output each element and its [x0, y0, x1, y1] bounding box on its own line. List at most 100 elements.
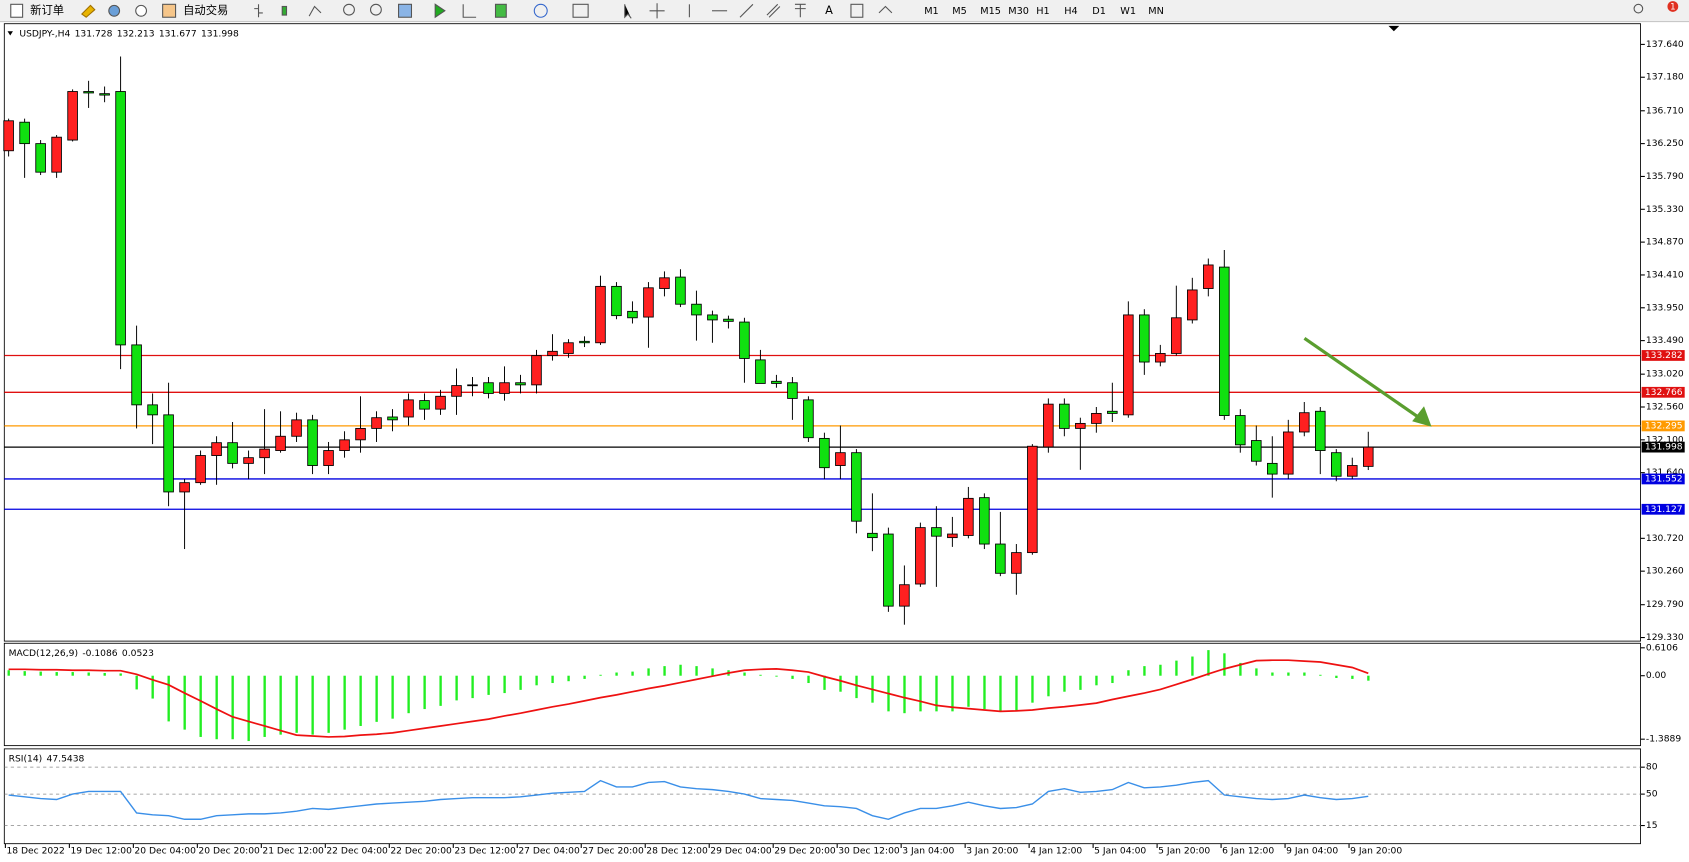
auto-trading-button[interactable]: 自动交易 [183, 3, 228, 17]
timeframe-button[interactable]: W1 [1120, 6, 1136, 17]
macd-bar [711, 668, 714, 676]
y-tick-label: 130.720 [1646, 534, 1684, 544]
price-tag [1641, 503, 1685, 515]
rsi-panel [3, 748, 1641, 845]
timeframe-button[interactable]: M15 [980, 6, 1001, 17]
icon[interactable] [398, 3, 413, 18]
candle-body [99, 93, 110, 96]
panel-header: RSI(14) 47.5438 [9, 754, 85, 764]
candle-body [403, 399, 414, 418]
auto-trading-icon[interactable] [162, 3, 177, 18]
macd-bar [55, 672, 58, 676]
macd-bar [1319, 674, 1322, 676]
search[interactable] [1633, 3, 1644, 14]
price-tag-label: 131.552 [1645, 474, 1683, 484]
new-order-button[interactable]: 新订单 [30, 3, 64, 17]
macd-bar [551, 675, 554, 684]
label-tool[interactable] [850, 3, 864, 18]
x-tick-label: 18 Dec 2022 [6, 847, 64, 857]
candle-body [723, 318, 734, 322]
arrow-tool[interactable] [878, 5, 893, 14]
header-value: 0.0523 [122, 648, 154, 658]
macd-bar [1335, 675, 1338, 678]
macd-bar [487, 675, 490, 695]
candle-body [1267, 462, 1278, 475]
timeframe-button[interactable]: H1 [1036, 6, 1049, 17]
icon[interactable] [108, 4, 121, 17]
notification-badge[interactable] [1667, 1, 1679, 12]
cursor-tool[interactable] [624, 4, 632, 19]
icon[interactable] [462, 4, 477, 18]
trendline-tool[interactable] [739, 3, 754, 18]
icon[interactable] [533, 3, 548, 18]
icon[interactable] [308, 5, 322, 17]
plot: 137.640 137.180 136.710 136.250 135.790 135.3… [3, 29, 1685, 857]
candle-body [163, 414, 174, 493]
icon[interactable] [254, 4, 263, 18]
macd-bar [167, 675, 170, 722]
macd-bar [791, 675, 794, 679]
macd-bar [567, 675, 570, 682]
header-marker [7, 31, 13, 36]
candle-body [1123, 314, 1134, 416]
toolbar-icons [10, 3, 1644, 19]
candle-body [115, 91, 126, 346]
candle-body [771, 380, 782, 384]
candle-body [35, 143, 46, 173]
macd-bar [951, 675, 954, 712]
panel-title: RSI(14) [9, 754, 43, 764]
macd-bar [1191, 656, 1194, 676]
icon[interactable] [572, 3, 589, 18]
candle-body [1043, 403, 1054, 448]
macd-bar [1207, 650, 1210, 676]
macd-bar [407, 675, 410, 714]
macd-bar [1127, 670, 1130, 676]
y-tick-label: 135.330 [1646, 205, 1684, 215]
channel-tool[interactable] [766, 3, 781, 18]
fibo-tool[interactable] [794, 3, 806, 18]
candle-body [1107, 410, 1118, 414]
icon[interactable] [81, 4, 96, 18]
price-tag-label: 132.766 [1645, 388, 1683, 398]
rsi-line [8, 779, 1369, 820]
candle-body [787, 382, 798, 399]
timeframe-button[interactable]: M5 [952, 6, 967, 17]
icon[interactable] [135, 4, 148, 17]
timeframe-button[interactable]: D1 [1092, 6, 1106, 17]
candle-body [899, 584, 910, 607]
candle-body [931, 527, 942, 537]
macd-bar [263, 675, 266, 737]
candle-body [659, 277, 670, 289]
zoom-out[interactable] [370, 3, 382, 16]
icon[interactable] [494, 3, 507, 18]
y-tick-label: 0.6106 [1646, 643, 1678, 653]
timeframe-button[interactable]: M1 [924, 6, 939, 17]
candle-body [387, 416, 398, 421]
macd-bar [1351, 675, 1354, 679]
candle-body [371, 417, 382, 429]
crosshair-tool[interactable] [649, 3, 665, 19]
zoom-in[interactable] [343, 3, 355, 16]
x-tick-label: 30 Dec 12:00 [838, 847, 900, 857]
header-value: 47.5438 [47, 754, 85, 764]
annotation-arrow [1303, 337, 1421, 420]
text-tool[interactable]: A [825, 4, 833, 17]
timeframe-button[interactable]: H4 [1064, 6, 1077, 17]
candle-body [675, 276, 686, 305]
new-order-icon[interactable] [10, 3, 24, 18]
y-tick-label: 80 [1646, 763, 1658, 773]
candle-body [275, 435, 286, 451]
macd-bar [1111, 675, 1114, 684]
icon[interactable] [281, 5, 288, 16]
macd-bar [471, 675, 474, 699]
icon[interactable] [434, 3, 446, 19]
price-tag [1641, 441, 1685, 453]
timeframe-button[interactable]: M30 [1008, 6, 1029, 17]
candle-body [755, 359, 766, 384]
macd-bar [7, 670, 10, 676]
macd-bar [1287, 672, 1290, 676]
macd-bar [999, 675, 1002, 712]
timeframe-button[interactable]: MN [1148, 6, 1164, 17]
price-tag [1641, 386, 1685, 398]
